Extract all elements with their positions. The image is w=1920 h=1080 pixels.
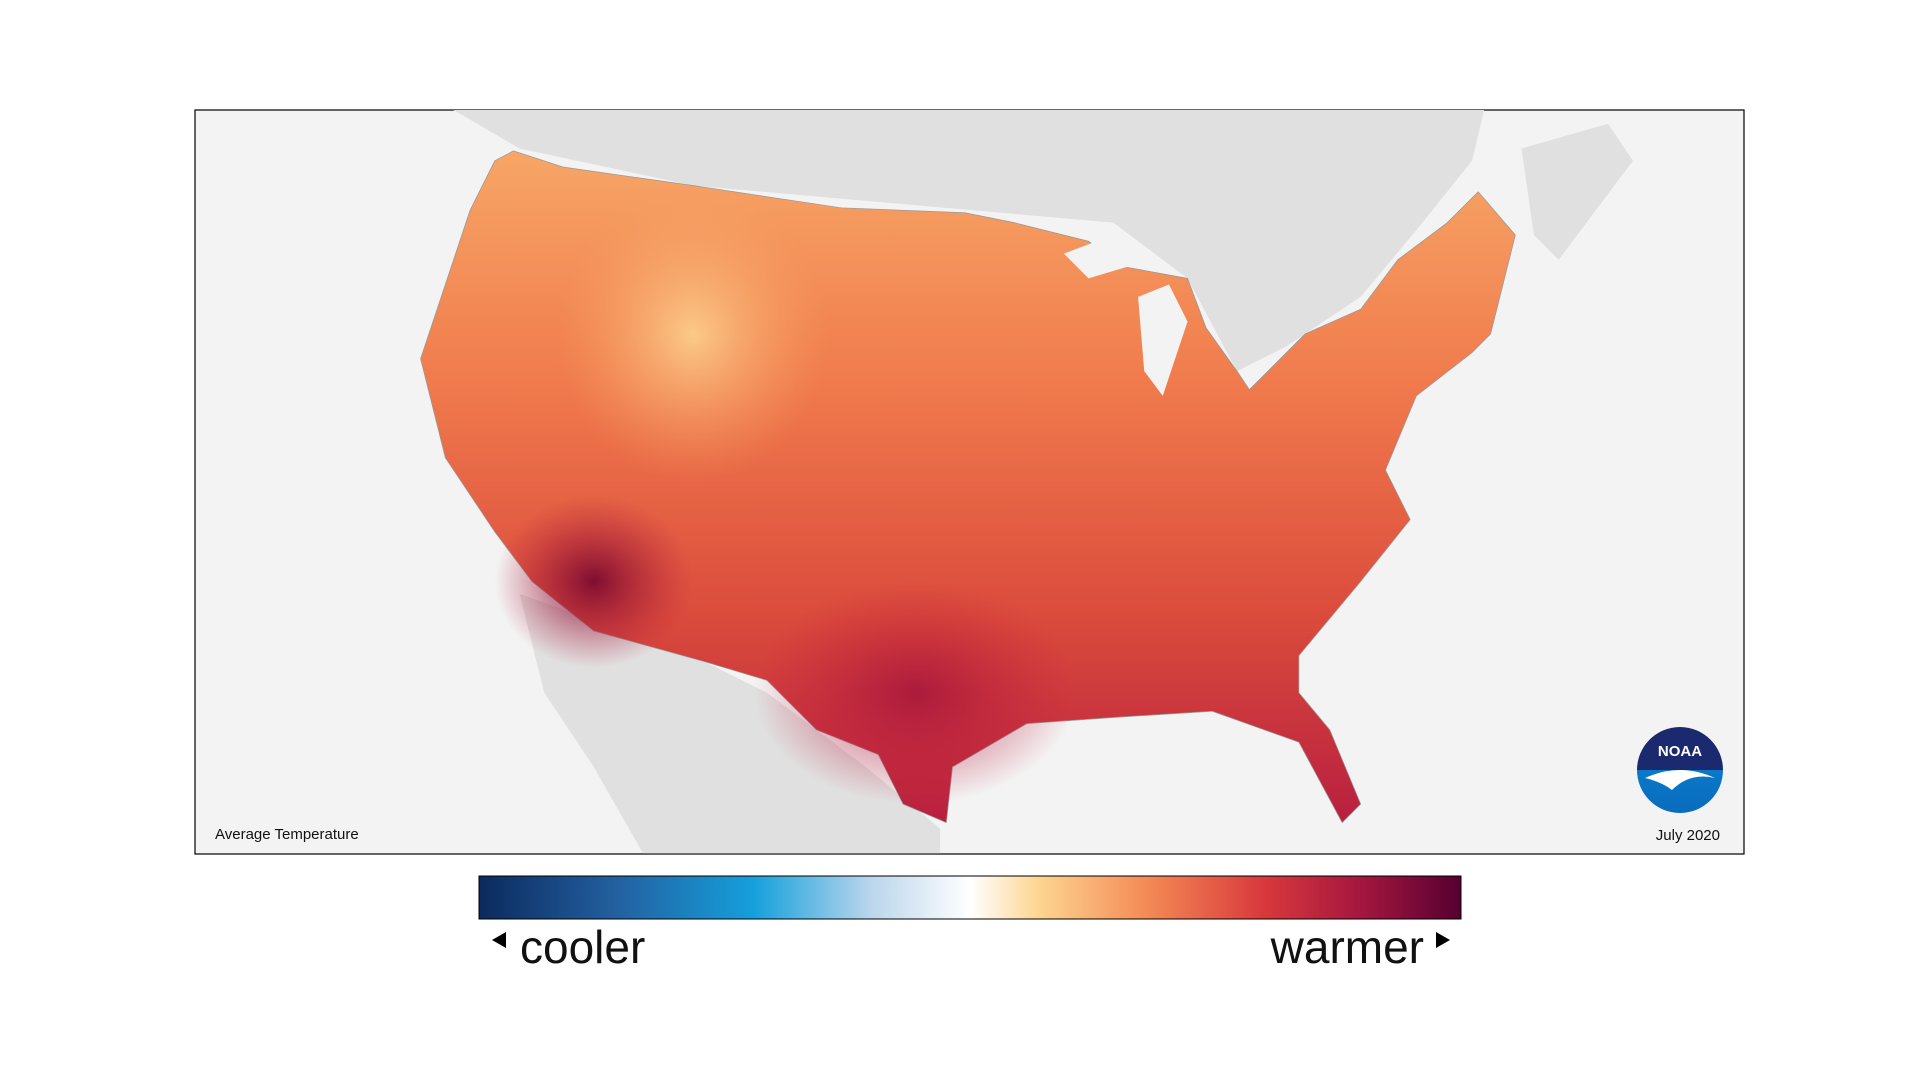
warm-region [754, 581, 1077, 805]
logo-text: NOAA [1658, 743, 1702, 760]
logo-gull [1645, 770, 1715, 790]
noaa-logo: NOAA [1637, 727, 1723, 813]
canada-land [453, 110, 1485, 372]
lake-michigan [1138, 284, 1188, 396]
lake-superior [1063, 235, 1151, 279]
mountain-region [556, 185, 829, 483]
hot-region [494, 494, 693, 668]
map [420, 110, 1633, 854]
legend-low-label: cooler [520, 921, 645, 973]
map-layers [420, 110, 1633, 854]
legend-high-label: warmer [1270, 921, 1424, 973]
maritimes-land [1521, 123, 1633, 260]
map-date: July 2020 [1656, 827, 1720, 844]
warm-arrow [1436, 932, 1450, 948]
cool-arrow [492, 932, 506, 948]
map-label: Average Temperature [215, 826, 359, 843]
colorbar [478, 875, 1462, 920]
